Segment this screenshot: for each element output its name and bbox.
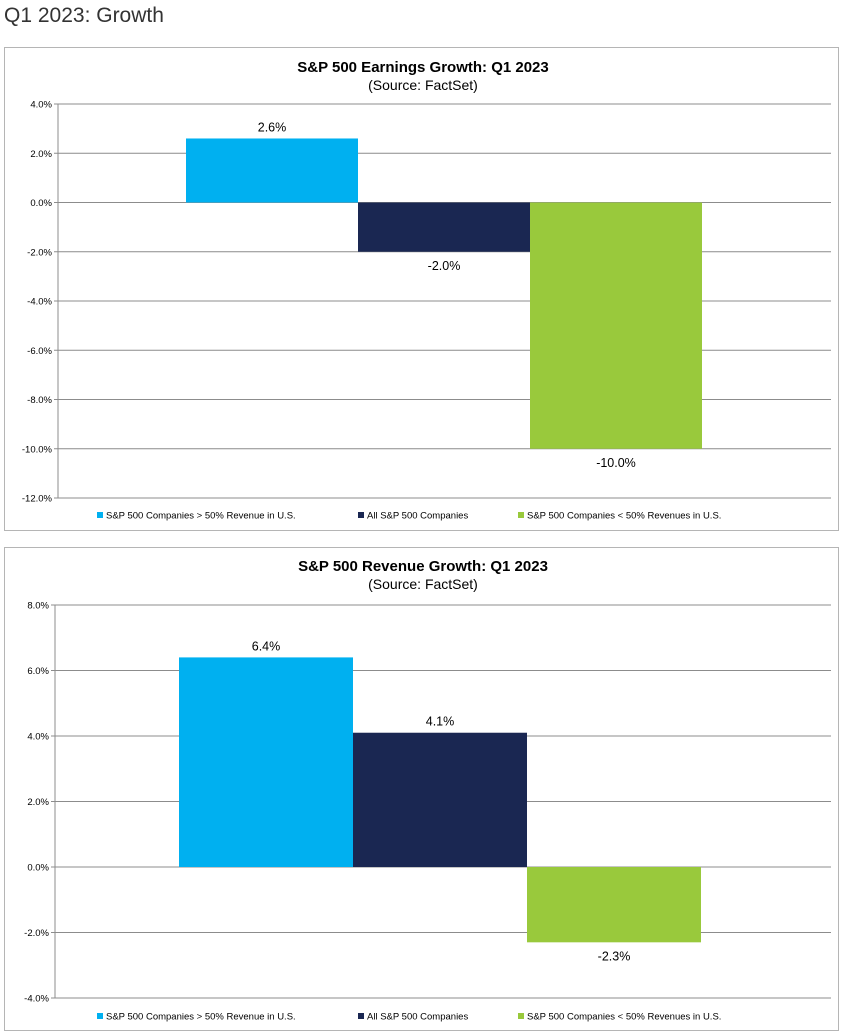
chart-2-title: S&P 500 Revenue Growth: Q1 2023 — [298, 558, 548, 575]
chart-1-bar — [358, 202, 530, 252]
chart-1-title: S&P 500 Earnings Growth: Q1 2023 — [297, 59, 548, 76]
chart-2-legend-label: All S&P 500 Companies — [367, 1012, 468, 1023]
chart-1-data-label: -10.0% — [596, 456, 636, 470]
chart-2-data-label: -2.3% — [598, 949, 631, 963]
revenue-growth-svg: S&P 500 Revenue Growth: Q1 2023(Source: … — [24, 558, 831, 1023]
chart-1-data-label: 2.6% — [258, 120, 287, 134]
chart-1-legend-swatch — [358, 512, 364, 518]
chart-1-ytick-label: 4.0% — [30, 100, 52, 111]
chart-2-ytick-label: 4.0% — [27, 732, 49, 743]
chart-2-legend-label: S&P 500 Companies > 50% Revenue in U.S. — [106, 1012, 296, 1023]
chart-1-ytick-label: -12.0% — [22, 494, 53, 505]
chart-1-ytick-label: -2.0% — [27, 247, 52, 258]
chart-1-ytick-label: -8.0% — [27, 395, 52, 406]
chart-1-ytick-label: -4.0% — [27, 297, 52, 308]
chart-2-bar — [353, 732, 527, 867]
chart-2-ytick-label: 0.0% — [27, 863, 49, 874]
chart-2-ytick-label: 8.0% — [27, 601, 49, 612]
page-heading: Q1 2023: Growth — [4, 4, 164, 27]
chart-1-ytick-label: -10.0% — [22, 444, 53, 455]
chart-2-legend-swatch — [518, 1013, 524, 1019]
chart-1-legend-swatch — [97, 512, 103, 518]
chart-2-data-label: 4.1% — [426, 715, 455, 729]
chart-2-subtitle: (Source: FactSet) — [368, 576, 478, 592]
chart-1-legend-label: All S&P 500 Companies — [367, 511, 468, 522]
chart-2-ytick-label: -4.0% — [24, 994, 49, 1005]
chart-1-legend-label: S&P 500 Companies < 50% Revenues in U.S. — [527, 511, 721, 522]
revenue-growth-chart: S&P 500 Revenue Growth: Q1 2023 (Source: … — [4, 547, 839, 1031]
earnings-growth-chart: S&P 500 Earnings Growth: Q1 2023 (Source:… — [4, 47, 839, 531]
chart-2-bar — [179, 657, 353, 867]
chart-2-legend-label: S&P 500 Companies < 50% Revenues in U.S. — [527, 1012, 721, 1023]
chart-1-bar — [186, 138, 358, 203]
chart-2-bar — [527, 867, 701, 943]
chart-1-ytick-label: 2.0% — [30, 149, 52, 160]
chart-2-legend-swatch — [97, 1013, 103, 1019]
chart-1-ytick-label: -6.0% — [27, 346, 52, 357]
chart-1-data-label: -2.0% — [428, 259, 461, 273]
chart-1-legend-label: S&P 500 Companies > 50% Revenue in U.S. — [106, 511, 296, 522]
chart-2-ytick-label: 6.0% — [27, 666, 49, 677]
chart-2-legend-swatch — [358, 1013, 364, 1019]
chart-1-ytick-label: 0.0% — [30, 198, 52, 209]
chart-1-bar — [530, 202, 702, 449]
earnings-growth-svg: S&P 500 Earnings Growth: Q1 2023(Source:… — [22, 59, 831, 522]
chart-1-legend-swatch — [518, 512, 524, 518]
chart-1-subtitle: (Source: FactSet) — [368, 77, 478, 93]
chart-2-ytick-label: 2.0% — [27, 797, 49, 808]
chart-2-ytick-label: -2.0% — [24, 928, 49, 939]
chart-2-data-label: 6.4% — [252, 639, 281, 653]
